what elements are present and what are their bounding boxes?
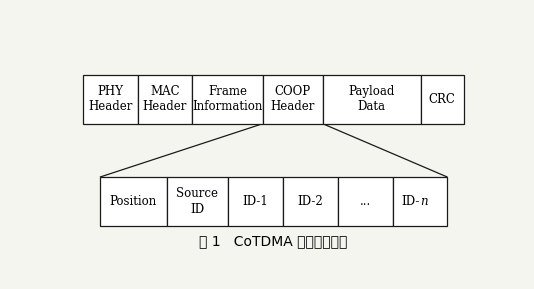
Text: Source
ID: Source ID xyxy=(176,187,218,216)
Text: ...: ... xyxy=(359,195,371,208)
Text: ID-: ID- xyxy=(402,195,420,208)
Bar xyxy=(263,75,323,124)
Text: COOP
Header: COOP Header xyxy=(271,85,315,114)
Bar xyxy=(392,177,447,226)
Bar xyxy=(337,177,392,226)
Text: 图 1   CoTDMA 数据分组结构: 图 1 CoTDMA 数据分组结构 xyxy=(200,234,348,248)
Text: MAC
Header: MAC Header xyxy=(143,85,187,114)
Bar xyxy=(228,177,283,226)
Text: Payload
Data: Payload Data xyxy=(348,85,395,114)
Text: Frame
Information: Frame Information xyxy=(192,85,263,114)
Bar xyxy=(283,177,337,226)
Bar xyxy=(83,75,138,124)
Bar xyxy=(100,177,167,226)
Text: ID-1: ID-1 xyxy=(242,195,268,208)
Bar xyxy=(167,177,228,226)
Text: n: n xyxy=(420,195,428,208)
Text: CRC: CRC xyxy=(429,93,456,106)
Text: PHY
Header: PHY Header xyxy=(88,85,132,114)
Bar xyxy=(192,75,263,124)
Text: Position: Position xyxy=(110,195,157,208)
Text: ID-2: ID-2 xyxy=(297,195,323,208)
Bar xyxy=(421,75,464,124)
Bar xyxy=(323,75,421,124)
Bar xyxy=(138,75,192,124)
